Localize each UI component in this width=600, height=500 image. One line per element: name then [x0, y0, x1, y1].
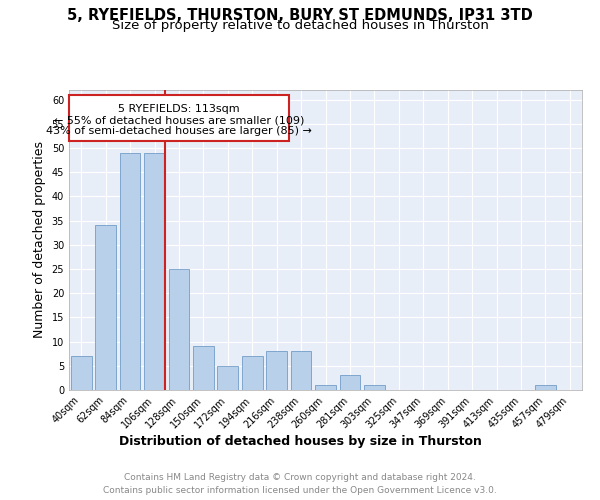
Bar — [119, 153, 140, 390]
Text: Distribution of detached houses by size in Thurston: Distribution of detached houses by size … — [119, 435, 481, 448]
Bar — [169, 269, 190, 390]
Text: 43% of semi-detached houses are larger (85) →: 43% of semi-detached houses are larger (… — [46, 126, 312, 136]
Bar — [71, 356, 92, 390]
Bar — [144, 153, 165, 390]
Bar — [95, 226, 116, 390]
Bar — [242, 356, 263, 390]
FancyBboxPatch shape — [69, 95, 289, 141]
Text: Contains HM Land Registry data © Crown copyright and database right 2024.: Contains HM Land Registry data © Crown c… — [124, 472, 476, 482]
Y-axis label: Number of detached properties: Number of detached properties — [33, 142, 46, 338]
Bar — [290, 352, 311, 390]
Bar — [193, 346, 214, 390]
Text: Contains public sector information licensed under the Open Government Licence v3: Contains public sector information licen… — [103, 486, 497, 495]
Bar — [217, 366, 238, 390]
Bar — [266, 352, 287, 390]
Text: 5 RYEFIELDS: 113sqm: 5 RYEFIELDS: 113sqm — [118, 104, 240, 114]
Bar — [364, 385, 385, 390]
Text: ← 55% of detached houses are smaller (109): ← 55% of detached houses are smaller (10… — [54, 115, 304, 125]
Text: 5, RYEFIELDS, THURSTON, BURY ST EDMUNDS, IP31 3TD: 5, RYEFIELDS, THURSTON, BURY ST EDMUNDS,… — [67, 8, 533, 22]
Bar — [315, 385, 336, 390]
Text: Size of property relative to detached houses in Thurston: Size of property relative to detached ho… — [112, 18, 488, 32]
Bar — [340, 376, 361, 390]
Bar — [535, 385, 556, 390]
